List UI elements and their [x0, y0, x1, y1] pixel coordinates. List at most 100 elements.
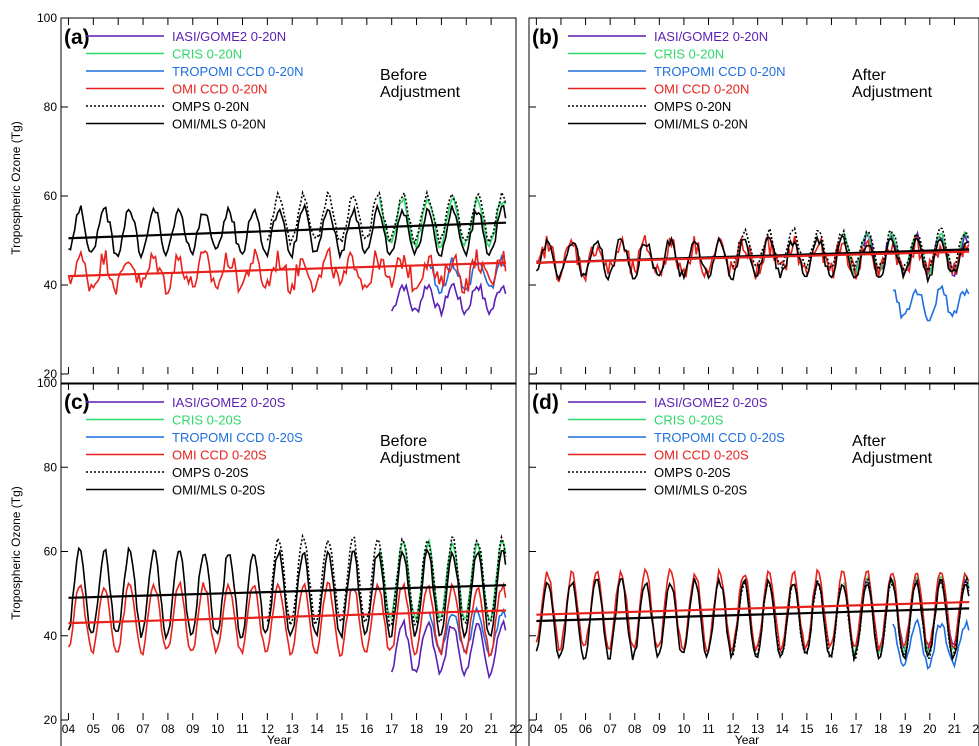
series-line-omimls [67, 545, 507, 641]
y-tick-label: 100 [37, 376, 57, 390]
x-tick-label: 08 [161, 722, 175, 736]
legend-label-omi: OMI CCD 0-20N [654, 82, 749, 97]
series-group [67, 533, 507, 680]
legend-label-omimls: OMI/MLS 0-20S [172, 483, 266, 498]
x-axis-label-left: Year [267, 733, 291, 746]
panel-label: (d) [532, 391, 559, 414]
adjustment-annotation: Adjustment [380, 84, 461, 101]
x-tick-label: 06 [112, 722, 126, 736]
series-group [535, 226, 970, 322]
legend-label-omps: OMPS 0-20N [172, 99, 249, 114]
series-line-omimls [535, 234, 970, 284]
x-tick-label: 22 [509, 722, 523, 736]
series-group [67, 189, 507, 319]
x-tick-label: 21 [948, 722, 962, 736]
y-axis-label-bottom: Tropospheric Ozone (Tg) [9, 486, 23, 620]
x-tick-label: 05 [87, 722, 101, 736]
legend-label-iasi: IASI/GOME2 0-20S [172, 395, 286, 410]
trend-line-omi [68, 609, 507, 625]
x-tick-label: 19 [899, 722, 913, 736]
trend-line-omimls [68, 584, 507, 599]
trend-line-omimls [536, 607, 970, 623]
legend: IASI/GOME2 0-20N CRIS 0-20N TROPOMI CCD 0-… [568, 29, 785, 132]
legend-label-iasi: IASI/GOME2 0-20N [654, 29, 768, 44]
panel-d: 04 05 06 07 08 09 10 11 12 13 14 15 16 17 18 19 20 21 22 (d… [528, 382, 979, 746]
series-line-omi [67, 580, 507, 658]
legend-label-iasi: IASI/GOME2 0-20N [172, 29, 286, 44]
legend-label-tropomi: TROPOMI CCD 0-20N [172, 64, 303, 79]
y-tick-label: 80 [44, 100, 58, 114]
legend-label-omps: OMPS 0-20S [654, 465, 731, 480]
legend-label-cris: CRIS 0-20S [654, 413, 724, 428]
x-tick-label: 16 [360, 722, 374, 736]
x-tick-label: 07 [136, 722, 150, 736]
x-tick-label: 15 [800, 722, 814, 736]
legend-label-omi: OMI CCD 0-20S [654, 448, 749, 463]
x-tick-label: 04 [530, 722, 544, 736]
x-tick-label: 21 [484, 722, 498, 736]
legend-label-omps: OMPS 0-20N [654, 99, 731, 114]
x-tick-label: 05 [554, 722, 568, 736]
x-tick-label: 20 [460, 722, 474, 736]
trend-line-omi [68, 261, 507, 278]
panel-frame [60, 17, 517, 385]
x-tick-label: 12 [726, 722, 740, 736]
x-tick-label: 20 [923, 722, 937, 736]
legend-label-iasi: IASI/GOME2 0-20S [654, 395, 768, 410]
y-tick-label: 80 [44, 460, 58, 474]
x-tick-label: 13 [751, 722, 765, 736]
x-tick-label: 10 [677, 722, 691, 736]
series-line-iasi [390, 617, 507, 680]
series-line-iasi [390, 281, 507, 319]
x-tick-label: 18 [874, 722, 888, 736]
series-line-omps [266, 533, 507, 628]
adjustment-annotation: Adjustment [380, 450, 461, 467]
panel-label: (c) [64, 391, 90, 414]
series-line-omimls [535, 575, 970, 662]
legend-label-tropomi: TROPOMI CCD 0-20S [654, 430, 785, 445]
x-tick-label: 14 [776, 722, 790, 736]
trend-line-omi [536, 250, 970, 264]
legend-label-tropomi: TROPOMI CCD 0-20S [172, 430, 303, 445]
x-tick-label: 11 [236, 722, 249, 736]
x-tick-label: 17 [849, 722, 863, 736]
x-tick-label: 14 [310, 722, 324, 736]
x-tick-label: 10 [211, 722, 225, 736]
y-tick-label: 40 [44, 629, 58, 643]
adjustment-annotation: Adjustment [852, 450, 933, 467]
adjustment-annotation: After [852, 67, 886, 84]
adjustment-annotation: Before [380, 67, 427, 84]
series-line-tropomi [892, 284, 970, 322]
x-tick-label: 19 [435, 722, 449, 736]
x-tick-label: 15 [335, 722, 349, 736]
legend-label-cris: CRIS 0-20N [172, 47, 242, 62]
y-axis-label-top: Tropospheric Ozone (Tg) [9, 121, 23, 255]
x-tick-label: 04 [62, 722, 76, 736]
legend-label-omimls: OMI/MLS 0-20N [172, 117, 266, 132]
y-tick-label: 20 [44, 367, 58, 381]
x-axis-label-right: Year [735, 733, 759, 746]
y-tick-label: 20 [44, 713, 58, 727]
y-tick-label: 40 [44, 278, 58, 292]
series-line-tropomi [892, 618, 970, 671]
panel-frame [528, 17, 979, 385]
series-line-omps [266, 189, 507, 247]
legend-label-omps: OMPS 0-20S [172, 465, 249, 480]
y-tick-label: 60 [44, 189, 58, 203]
series-group [535, 567, 970, 671]
legend-label-cris: CRIS 0-20S [172, 413, 242, 428]
x-tick-label: 09 [186, 722, 200, 736]
x-tick-label: 08 [628, 722, 642, 736]
y-tick-label: 100 [37, 11, 57, 25]
adjustment-annotation: After [852, 433, 886, 450]
series-line-cris [378, 195, 507, 249]
trend-line-omimls [68, 221, 507, 240]
legend-label-omimls: OMI/MLS 0-20S [654, 483, 748, 498]
x-tick-label: 09 [653, 722, 667, 736]
y-tick-label: 60 [44, 545, 58, 559]
panel-label: (a) [64, 26, 90, 49]
legend-label-omi: OMI CCD 0-20S [172, 448, 267, 463]
